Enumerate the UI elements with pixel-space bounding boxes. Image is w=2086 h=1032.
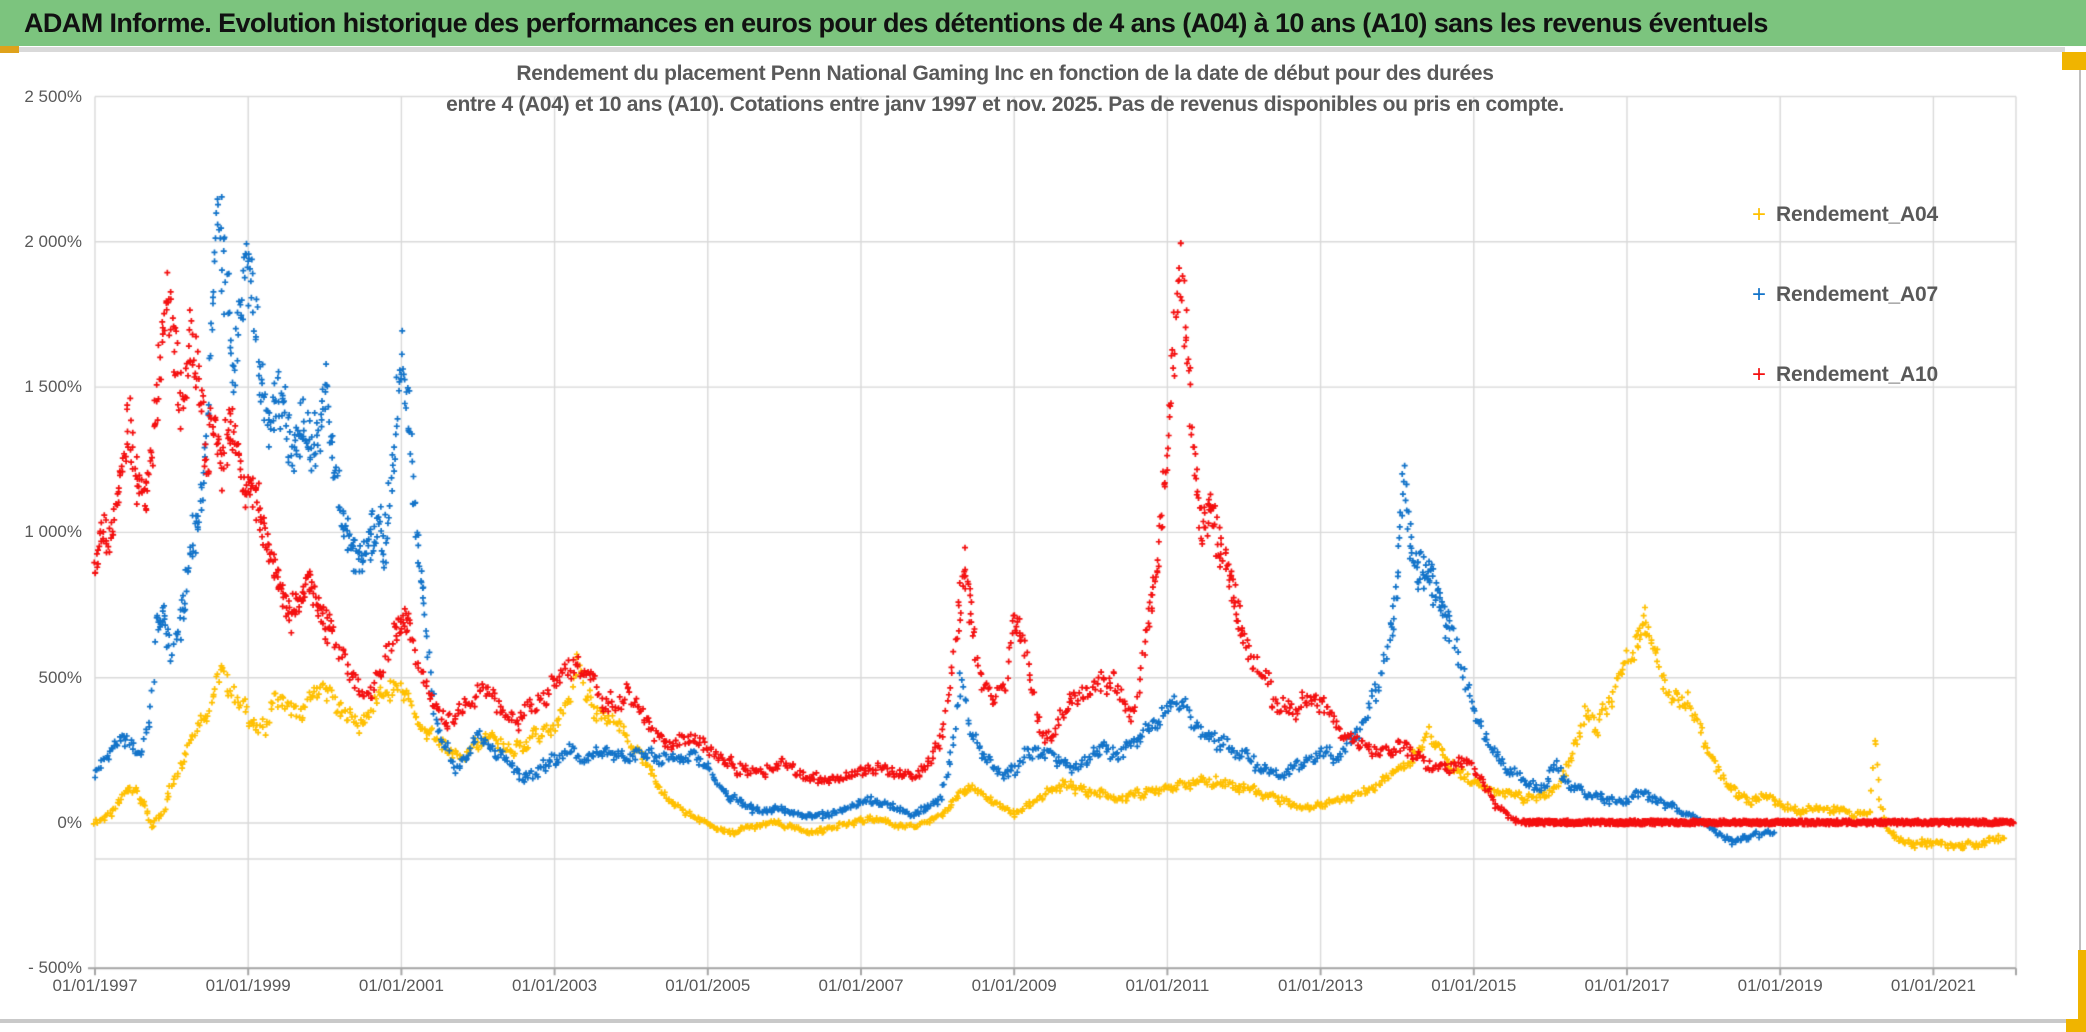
gold-corner-top-right [2062, 52, 2086, 70]
right-edge-line [2079, 70, 2081, 952]
x-tick-label: 01/01/1997 [52, 976, 138, 995]
plus-marker-icon: + [1751, 361, 1766, 388]
x-tick-label: 01/01/2013 [1278, 976, 1364, 995]
chart-title-line2: entre 4 (A04) et 10 ans (A10). Cotations… [446, 93, 1564, 116]
plus-marker-icon: + [1751, 281, 1766, 308]
chart-legend: + Rendement_A04 + Rendement_A07 + Rendem… [1742, 198, 1938, 438]
y-tick-label: 2 500% [24, 86, 82, 106]
x-tick-label: 01/01/2003 [512, 976, 598, 995]
x-tick-label: 01/01/2021 [1890, 976, 1976, 995]
legend-label-a04: Rendement_A04 [1776, 203, 1938, 226]
legend-item-a04: + Rendement_A04 [1742, 198, 1938, 232]
legend-label-a10: Rendement_A10 [1776, 363, 1938, 386]
y-tick-label: 500% [38, 667, 82, 687]
gold-corner-bottom-right [2066, 1019, 2086, 1032]
legend-item-a10: + Rendement_A10 [1742, 358, 1938, 392]
legend-label-a07: Rendement_A07 [1776, 283, 1938, 306]
x-tick-label: 01/01/2015 [1431, 976, 1517, 995]
x-tick-label: 01/01/1999 [205, 976, 291, 995]
y-tick-label: - 500% [28, 958, 82, 978]
legend-item-a07: + Rendement_A07 [1742, 278, 1938, 312]
x-tick-label: 01/01/2011 [1125, 976, 1210, 995]
x-tick-label: 01/01/2017 [1584, 976, 1670, 995]
y-tick-label: 1 500% [24, 377, 82, 397]
gold-edge-right [2078, 950, 2086, 1020]
chart-title-line1: Rendement du placement Penn National Gam… [516, 62, 1494, 85]
plus-marker-icon: + [1751, 201, 1766, 228]
y-tick-label: 0% [57, 813, 82, 832]
chart-title: Rendement du placement Penn National Gam… [355, 58, 1655, 120]
x-tick-label: 01/01/2009 [971, 976, 1057, 995]
x-tick-label: 01/01/2001 [358, 976, 444, 995]
x-tick-label: 01/01/2007 [818, 976, 904, 995]
x-tick-label: 01/01/2005 [665, 976, 751, 995]
y-tick-label: 2 000% [24, 231, 82, 251]
x-tick-label: 01/01/2019 [1737, 976, 1823, 995]
y-tick-label: 1 000% [24, 522, 82, 542]
bottom-edge-line [0, 1019, 2086, 1023]
